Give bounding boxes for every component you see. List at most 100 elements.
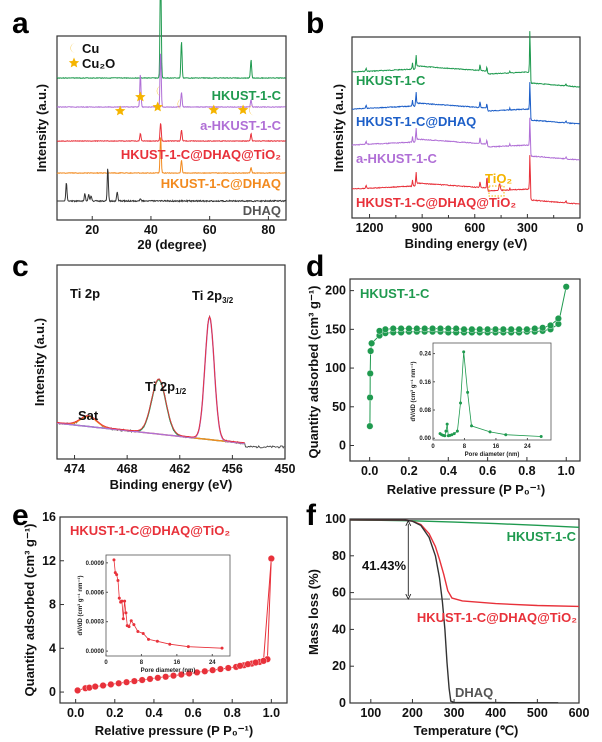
desorption-line [239,558,272,667]
inset-ylabel: dV/dD (cm³ g⁻¹ nm⁻¹) [410,362,417,422]
legend-cu2o-label: Cu₂O [82,56,115,71]
inset-point [120,599,124,603]
panel-e-ylabel: Quantity adsorbed (cm³ g⁻¹) [22,524,37,697]
inset-point [141,631,145,635]
cu2o-star-marker [135,91,146,102]
desorption-point [405,325,413,333]
x-tick-label: 0.0 [67,706,84,720]
desorption-point [515,325,523,333]
x-tick-label: 450 [275,462,296,476]
x-tick-label: 462 [169,462,190,476]
x-tick-label: 474 [64,462,85,476]
panel-c-ylabel: Intensity (a.u.) [32,318,47,406]
panel-c-frame [56,264,286,460]
inset-point [155,639,159,643]
adsorption-point [209,666,217,674]
inset-point [147,637,151,641]
y-tick-label: 20 [332,659,346,673]
series-label-dhaq: DHAQ [455,685,493,700]
inset-point [452,432,456,436]
inset-frame [105,554,231,657]
legend-crescent-icon [70,43,76,53]
adsorption-point [366,422,374,430]
hkust-1-c-tga-line [349,519,580,528]
x-tick-label: 0.8 [518,464,535,478]
y-tick-label: 150 [325,322,346,336]
envelope-fit-line [56,315,245,444]
panel-letter-c: c [12,250,29,283]
arrow-head-up-icon [405,519,412,527]
series-label-hkust-1-c: HKUST-1-C [507,529,577,544]
adsorption-point [123,678,131,686]
panel-d-inset: 0 8 16 24 0.00 0.08 0.16 0.24 Pore diameter (nm)… [410,342,552,458]
xps-survey-line-0 [352,31,581,88]
x-tick-label: 0.4 [440,464,457,478]
xrd-line-0 [56,0,286,80]
x-tick-label: 0.2 [106,706,123,720]
series-label-hkust-dhaq-tio2: HKUST-1-C@DHAQ@TiO₂ [356,195,516,210]
inset-y-tick-label: 0.0000 [86,649,105,655]
panel-letter-a: a [12,7,29,40]
panel-d-ticks: 0.0 0.2 0.4 0.6 0.8 1.0 0 50 100 150 200 [325,284,575,478]
xps-survey-line-1 [351,82,580,125]
desorption-point [397,325,405,333]
panel-c-xlabel: Binding energy (eV) [110,477,233,492]
inset-x-tick-label: 24 [209,660,216,666]
y-tick-label: 0 [339,439,346,453]
panel-letter-f: f [306,499,317,532]
xps-survey-line-3 [352,155,581,205]
inset-point [445,422,449,426]
xrd-line-4 [57,168,286,203]
peak-label-sat: Sat [78,408,99,423]
desorption-point [236,662,244,670]
y-tick-label: 0 [49,685,56,699]
adsorption-point [91,683,99,691]
y-tick-label: 100 [325,361,346,375]
inset-x-tick-label: 8 [463,444,467,450]
desorption-point [244,660,252,668]
x-tick-label: 0.0 [361,464,378,478]
adsorption-point [99,681,107,689]
inset-y-tick-label: 0.0003 [86,620,105,626]
panel-a-xlabel: 2θ (degree) [137,237,206,252]
xps-survey-line-2 [351,117,581,161]
inset-point [450,433,454,437]
x-tick-label: 200 [402,706,423,720]
peak-label-ti2p12: Ti 2p1/2 [145,379,187,396]
inset-ylabel: dV/dD (cm³ g⁻¹ nm⁻¹) [77,576,84,636]
series-label-hkust-1-c: HKUST-1-C [356,73,426,88]
x-tick-label: 1.0 [558,464,575,478]
y-tick-label: 80 [332,549,346,563]
adsorption-point [224,664,232,672]
adsorption-point [74,686,82,694]
panel-b-ylabel: Intensity (a.u.) [331,84,346,172]
adsorption-point [193,668,201,676]
tio2-highlight-box [488,185,505,197]
panel-d-series [366,283,570,430]
panel-b-xlabel: Binding energy (eV) [405,236,528,251]
x-tick-label: 80 [261,223,275,237]
panel-a-frame [56,35,287,221]
panel-letter-b: b [306,7,324,40]
series-label-hkust-dhaq-tio2: HKUST-1-C@DHAQ@TiO₂ [417,610,577,625]
inset-y-tick-label: 0.0006 [86,590,105,596]
series-label-hkust-dhaq: HKUST-1-C@DHAQ [356,114,476,129]
desorption-point [460,325,468,333]
cu2o-star-marker [152,101,163,112]
panel-e-series-label: HKUST-1-C@DHAQ@TiO₂ [70,523,230,538]
inset-x-tick-label: 16 [174,660,181,666]
x-tick-label: 0.6 [479,464,496,478]
x-tick-label: 0.8 [224,706,241,720]
panel-e-xlabel: Relative pressure (P P₀⁻¹) [95,723,253,738]
adsorption-point [216,665,224,673]
inset-point [127,625,131,629]
panel-b-xticks: 1200 900 600 300 0 [356,214,584,235]
xrd-line-3 [56,137,286,175]
panel-b-xps-survey: 1200 900 600 300 0 TiO₂ HKUST-1-C HKUST-1-C@… [331,31,584,251]
adsorption-point [367,347,375,355]
inset-point [132,623,136,627]
y-tick-label: 12 [42,554,56,568]
inset-point [112,558,116,562]
desorption-point [452,325,460,333]
desorption-point [507,325,515,333]
